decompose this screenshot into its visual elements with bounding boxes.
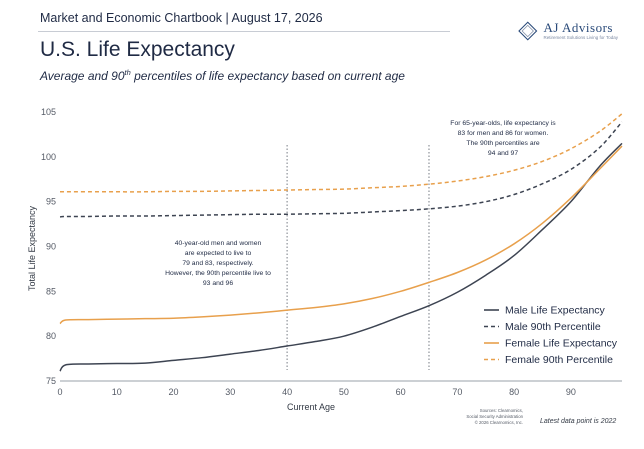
- series-line-male-life-expectancy: [59, 142, 623, 372]
- x-tick-label: 80: [509, 387, 519, 397]
- x-tick-label: 10: [112, 387, 122, 397]
- y-tick-label: 100: [41, 152, 56, 162]
- annotation-age-40-line: However, the 90th percentile live to: [165, 270, 271, 277]
- legend-entry: Female 90th Percentile: [505, 354, 613, 366]
- source-note: © 2026 Clearnomics, Inc.: [475, 420, 523, 425]
- annotation-age-40-line: 79 and 83, respectively.: [182, 260, 253, 267]
- annotation-age-65-line: 94 and 97: [488, 150, 518, 157]
- annotation-age-65-line: The 90th percentiles are: [466, 140, 540, 147]
- annotation-age-65-line: 83 for men and 86 for women.: [458, 130, 549, 137]
- x-tick-label: 30: [225, 387, 235, 397]
- series-line-female-life-expectancy: [59, 145, 623, 325]
- annotation-age-65-line: For 65-year-olds, life expectancy is: [450, 120, 556, 127]
- series-line-male-90th-percentile: [59, 121, 623, 218]
- annotation-age-40-line: are expected to live to: [185, 250, 252, 257]
- chart-subtitle: Average and 90th percentiles of life exp…: [40, 68, 405, 83]
- x-tick-label: 70: [452, 387, 462, 397]
- latest-data-note: Latest data point is 2022: [540, 418, 616, 425]
- y-tick-label: 85: [46, 286, 56, 296]
- x-tick-label: 50: [339, 387, 349, 397]
- y-tick-label: 90: [46, 242, 56, 252]
- legend-entry: Female Life Expectancy: [505, 338, 618, 350]
- series-line-female-90th-percentile: [60, 113, 623, 193]
- y-tick-label: 105: [41, 107, 56, 117]
- logo-name: AJ Advisors: [543, 20, 613, 36]
- x-axis-label: Current Age: [287, 402, 335, 412]
- x-tick-label: 40: [282, 387, 292, 397]
- legend-entry: Male Life Expectancy: [505, 305, 606, 317]
- x-tick-label: 60: [396, 387, 406, 397]
- chart-title: U.S. Life Expectancy: [40, 38, 235, 61]
- source-note: Social Security Administration: [466, 414, 523, 419]
- x-tick-label: 20: [169, 387, 179, 397]
- source-note: Sources: Clearnomics,: [480, 408, 523, 413]
- annotation-age-40-line: 40-year-old men and women: [175, 240, 262, 247]
- y-axis-label: Total Life Expectancy: [27, 205, 37, 291]
- legend-entry: Male 90th Percentile: [505, 321, 601, 333]
- annotation-age-40-line: 93 and 96: [203, 280, 233, 287]
- x-tick-label: 90: [566, 387, 576, 397]
- diamond-logo-icon: [518, 21, 538, 41]
- y-tick-label: 95: [46, 197, 56, 207]
- company-logo: AJ Advisors Retirement Solutions Living …: [518, 16, 618, 46]
- x-tick-label: 0: [57, 387, 62, 397]
- chartbook-header: Market and Economic Chartbook | August 1…: [40, 11, 323, 25]
- y-tick-label: 75: [46, 376, 56, 386]
- logo-tagline: Retirement Solutions Living for Today: [543, 35, 618, 41]
- header-divider: [38, 31, 450, 32]
- y-tick-label: 80: [46, 331, 56, 341]
